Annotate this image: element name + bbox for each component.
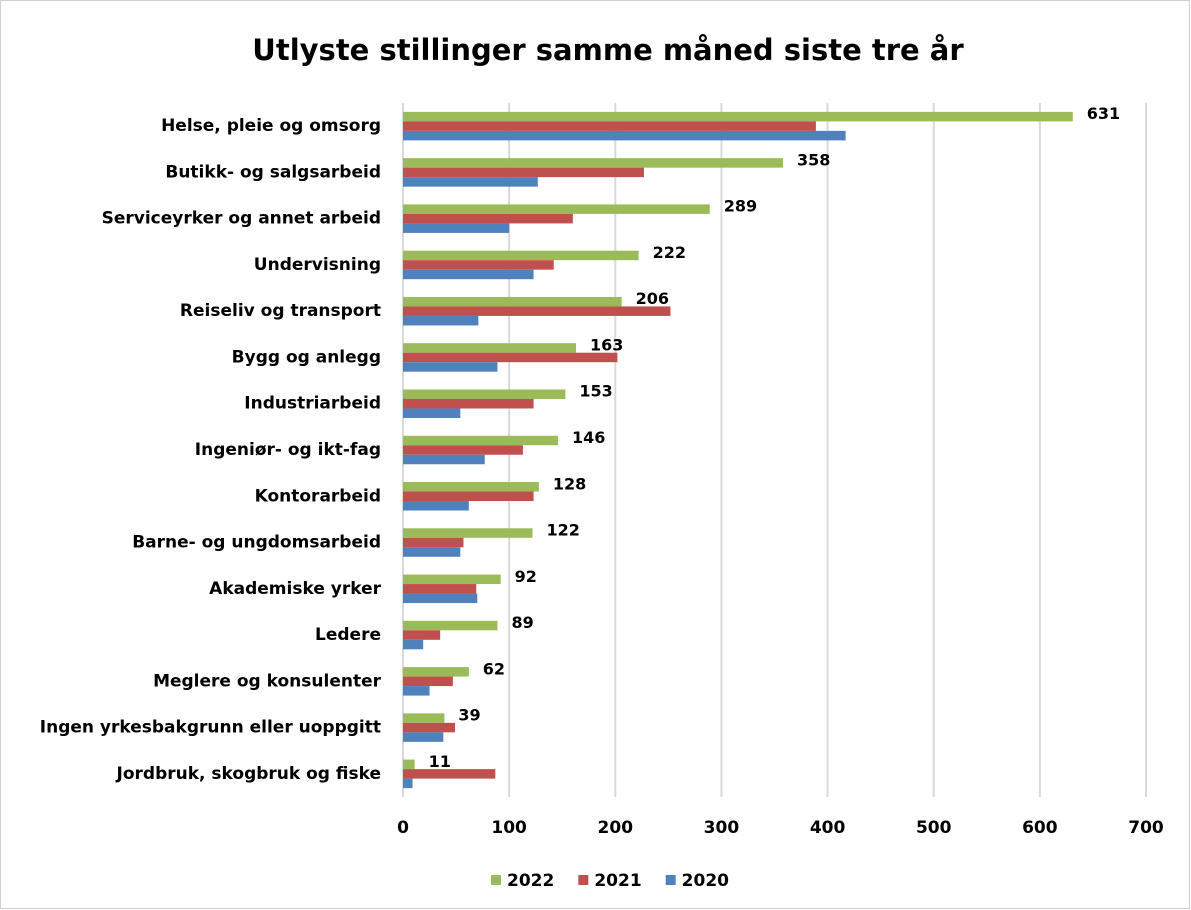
bar [403,584,477,594]
x-tick-label: 0 [397,818,409,838]
bar [403,389,566,399]
bar [403,315,479,326]
y-tick-label: Ingeniør- og ikt-fag [195,440,381,460]
bar [403,759,415,770]
x-tick-label: 400 [810,818,846,838]
bar [403,130,846,141]
bar [403,732,444,742]
bar [403,158,783,168]
legend-swatch [578,875,589,885]
data-label: 39 [458,706,480,725]
bar [403,574,501,585]
bar [403,537,464,548]
bar [403,435,558,446]
y-tick-label: Undervisning [254,255,381,275]
bar [403,686,430,696]
x-tick-label: 500 [916,818,952,838]
data-label: 11 [429,752,451,771]
data-label: 222 [653,243,686,262]
x-tick-label: 300 [704,818,740,838]
y-tick-label: Jordbruk, skogbruk og fiske [116,764,381,784]
x-tick-label: 200 [598,818,634,838]
y-tick-label: Reiseliv og transport [180,301,381,321]
bar [403,223,510,233]
data-label: 289 [724,197,757,216]
bar [403,408,461,418]
bar [403,667,469,677]
bar [403,445,523,455]
bar [403,306,671,316]
bar [403,482,539,492]
bar [403,269,534,280]
legend-swatch [491,875,501,885]
y-tick-label: Ingen yrkesbakgrunn eller uoppgitt [40,718,381,738]
legend-label: 2021 [594,871,641,891]
bar [403,547,461,557]
bar [403,676,453,687]
bar [403,260,554,270]
data-label: 163 [590,335,623,354]
y-tick-label: Meglere og konsulenter [153,671,382,691]
data-label: 631 [1087,104,1120,123]
data-label: 153 [579,382,612,401]
data-label: 92 [515,567,537,586]
bar [403,111,1073,122]
y-tick-label: Industriarbeid [244,394,381,414]
y-tick-label: Butikk- og salgsarbeid [165,162,381,182]
bar [403,250,639,261]
bar [403,296,622,307]
bar [403,593,478,604]
bar [403,620,498,631]
bar [403,204,710,214]
bar [403,213,573,224]
y-tick-label: Serviceyrker og annet arbeid [102,209,381,229]
bar [403,362,498,372]
bar [403,121,816,131]
bar [403,343,577,353]
data-label: 122 [546,521,579,540]
bar [403,491,534,502]
bar [403,713,445,723]
x-tick-label: 700 [1128,818,1164,838]
data-label: 89 [511,613,533,632]
y-tick-label: Kontorarbeid [255,486,381,506]
legend-label: 2020 [682,871,729,891]
bar [403,769,496,779]
bar [403,722,456,733]
x-tick-label: 600 [1022,818,1058,838]
data-label: 206 [636,289,669,308]
y-tick-label: Ledere [315,625,381,645]
bar [403,454,485,465]
x-tick-label: 100 [491,818,527,838]
bar [403,528,533,538]
bar [403,167,644,178]
bar [403,177,538,187]
bar [403,501,469,511]
bar [403,352,618,363]
data-label: 358 [797,150,830,169]
data-label: 146 [572,428,605,447]
chart-title: Utlyste stillinger samme måned siste tre… [252,33,964,67]
legend-swatch [665,875,676,885]
bar [403,398,534,409]
data-label: 62 [483,659,505,678]
bar [403,639,424,650]
bar [403,630,441,640]
legend-label: 2022 [507,871,554,891]
data-label: 128 [553,474,586,493]
bar [403,778,413,789]
y-tick-label: Akademiske yrker [209,579,381,599]
y-tick-label: Barne- og ungdomsarbeid [132,533,381,553]
y-tick-label: Bygg og anlegg [232,347,381,367]
y-tick-label: Helse, pleie og omsorg [161,116,381,136]
